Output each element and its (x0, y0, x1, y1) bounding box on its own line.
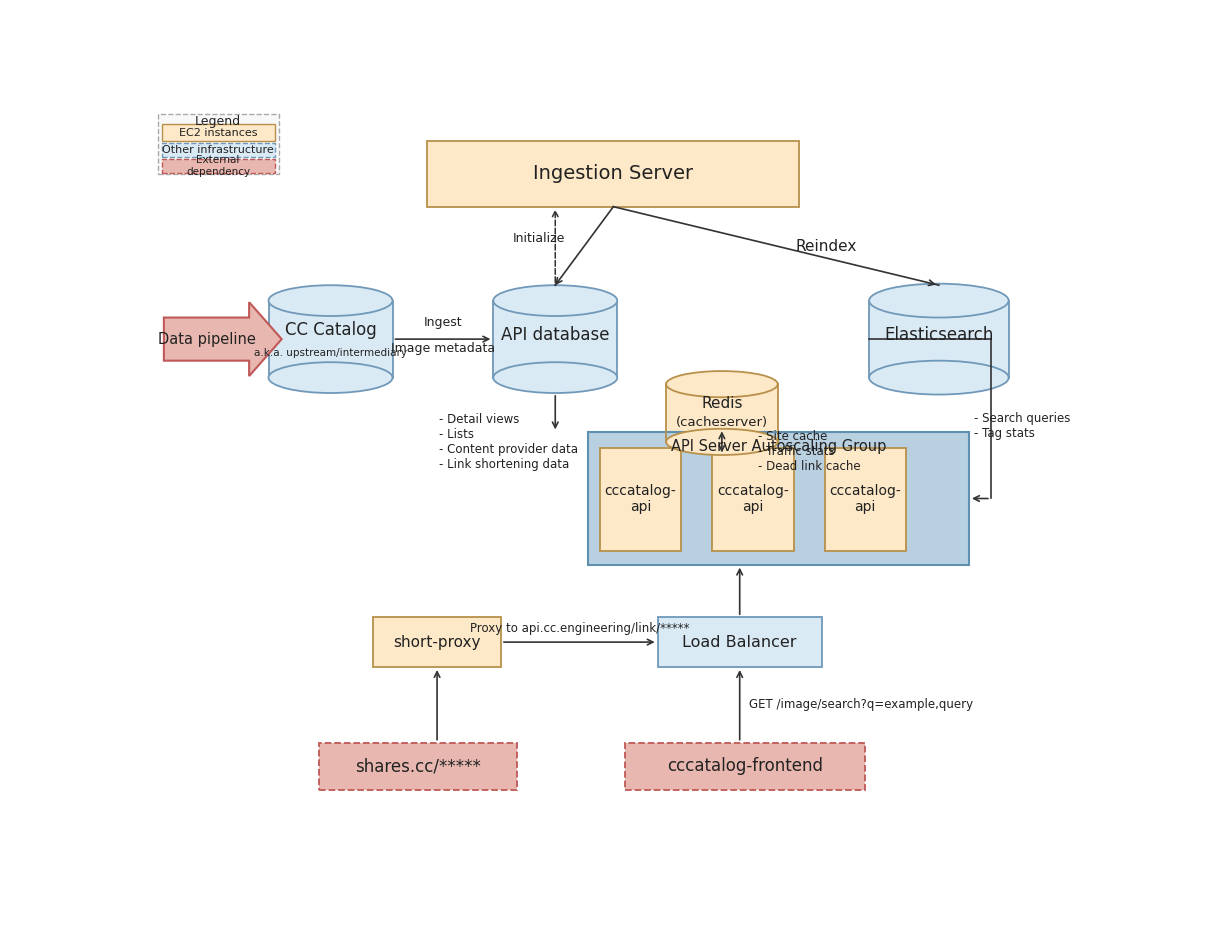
Text: EC2 instances: EC2 instances (179, 128, 257, 138)
Bar (666, 384, 777, 442)
Ellipse shape (870, 284, 1009, 317)
Bar (493, 300, 618, 378)
FancyBboxPatch shape (625, 743, 865, 790)
Text: a.k.a. upstream/intermediary: a.k.a. upstream/intermediary (255, 348, 407, 358)
Ellipse shape (870, 361, 1009, 395)
Text: - Detail views
- Lists
- Content provider data
- Link shortening data: - Detail views - Lists - Content provide… (438, 412, 579, 470)
FancyBboxPatch shape (658, 617, 822, 667)
Text: cccatalog-
api: cccatalog- api (604, 484, 676, 514)
Text: Reindex: Reindex (795, 239, 857, 254)
FancyBboxPatch shape (825, 448, 906, 550)
Bar (870, 300, 1009, 378)
Text: cccatalog-
api: cccatalog- api (717, 484, 789, 514)
FancyBboxPatch shape (588, 432, 970, 564)
Text: cccatalog-frontend: cccatalog-frontend (667, 758, 823, 775)
Text: API database: API database (501, 327, 609, 344)
FancyBboxPatch shape (599, 448, 681, 550)
Ellipse shape (268, 285, 392, 316)
Text: GET /image/search?q=example,query: GET /image/search?q=example,query (749, 699, 973, 711)
Text: CC Catalog: CC Catalog (285, 321, 376, 339)
Text: Initialize: Initialize (513, 231, 565, 244)
Text: shares.cc/*****: shares.cc/***** (354, 758, 481, 775)
Text: Ingestion Server: Ingestion Server (533, 164, 693, 184)
Ellipse shape (666, 371, 777, 397)
Text: (cacheserver): (cacheserver) (676, 416, 767, 429)
Text: - Search queries
- Tag stats: - Search queries - Tag stats (973, 412, 1071, 440)
FancyBboxPatch shape (713, 448, 794, 550)
Text: API Server Autoscaling Group: API Server Autoscaling Group (671, 439, 887, 453)
Text: Ingest: Ingest (424, 315, 462, 328)
FancyBboxPatch shape (162, 159, 275, 173)
Ellipse shape (666, 429, 777, 455)
FancyBboxPatch shape (373, 617, 501, 667)
Text: Data pipeline: Data pipeline (157, 331, 256, 347)
FancyBboxPatch shape (158, 114, 279, 174)
Ellipse shape (493, 285, 618, 316)
Text: Load Balancer: Load Balancer (682, 634, 797, 649)
FancyBboxPatch shape (162, 124, 275, 141)
Text: External
dependency: External dependency (186, 155, 250, 176)
Text: Other infrastructure: Other infrastructure (162, 145, 274, 155)
Polygon shape (164, 302, 281, 376)
Text: cccatalog-
api: cccatalog- api (829, 484, 901, 514)
Text: Legend: Legend (195, 116, 241, 129)
Ellipse shape (493, 362, 618, 393)
FancyBboxPatch shape (162, 143, 275, 158)
Bar (268, 300, 392, 378)
Text: - Site cache
- Traffic stats
- Dead link cache: - Site cache - Traffic stats - Dead link… (759, 430, 861, 473)
Ellipse shape (268, 362, 392, 393)
Text: Image metadata: Image metadata (391, 341, 495, 355)
Text: Elasticsearch: Elasticsearch (884, 327, 994, 344)
FancyBboxPatch shape (319, 743, 516, 790)
Text: Redis: Redis (702, 396, 743, 411)
FancyBboxPatch shape (428, 141, 799, 207)
Text: short-proxy: short-proxy (393, 634, 481, 649)
Text: Proxy to api.cc.engineering/link/*****: Proxy to api.cc.engineering/link/***** (469, 621, 689, 634)
